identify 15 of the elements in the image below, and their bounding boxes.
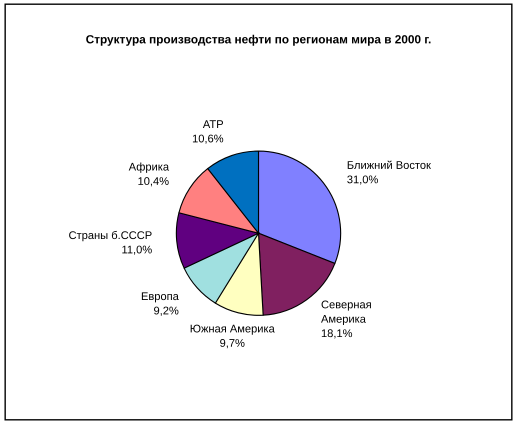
data-label: 31,0% [347,175,378,185]
data-label: 10,6% [192,134,224,144]
slice-label: Европа [142,292,179,302]
chart-title: Структура производства нефти по регионам мира в 2000 г. [86,34,431,46]
slice-label: Страны б.СССР [69,230,152,242]
data-label: 11,0% [122,246,152,255]
slice-label: АТР [202,120,224,128]
data-label: 10,4% [138,177,169,186]
slice-label: Южная Америка [190,324,275,335]
data-label: 9,7% [220,339,245,348]
data-label: 18,1% [322,329,352,338]
slice-label: Северная Америка [321,300,371,325]
slice-label: Африка [128,162,170,173]
slice-label: Ближний Восток [348,160,431,169]
data-label: 9,2% [154,306,178,316]
